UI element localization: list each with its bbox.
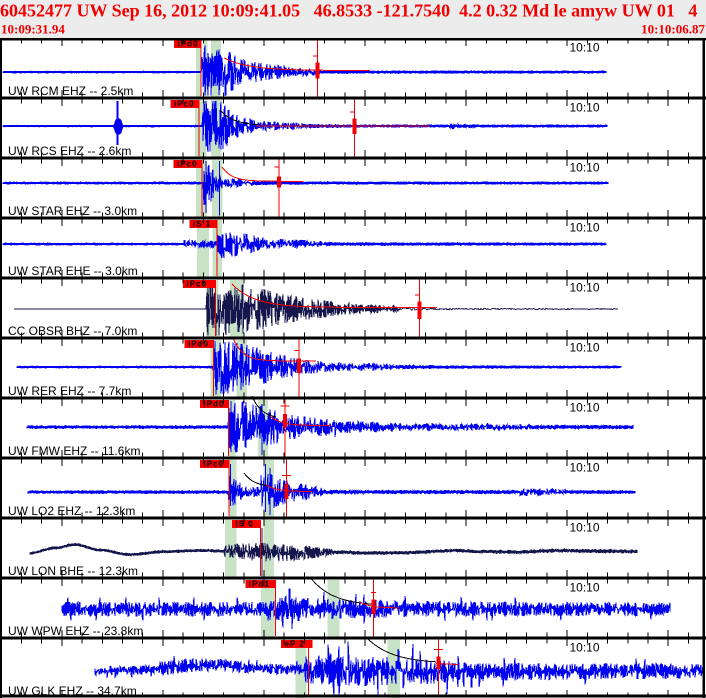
svg-text:UW RCM EHZ -- 2.5km: UW RCM EHZ -- 2.5km <box>8 84 133 98</box>
svg-text:iPc0: iPc0 <box>204 460 224 469</box>
svg-text:UW RCS EHZ -- 2.6km: UW RCS EHZ -- 2.6km <box>8 144 131 158</box>
svg-text:UW RER EHZ -- 7.7km: UW RER EHZ -- 7.7km <box>8 384 131 398</box>
svg-text:60452477 UW Sep 16, 2012 10:09: 60452477 UW Sep 16, 2012 10:09:41.05 46.… <box>0 1 697 21</box>
svg-text:iS 1: iS 1 <box>193 220 211 229</box>
svg-text:UW STAR EHZ -- 3.0km: UW STAR EHZ -- 3.0km <box>8 204 137 218</box>
svg-text:iPc0: iPc0 <box>177 160 197 169</box>
svg-text:UW GLK EHZ -- 34.7km: UW GLK EHZ -- 34.7km <box>8 684 137 698</box>
svg-text:iPd1: iPd1 <box>249 580 270 589</box>
svg-text:iPd0: iPd0 <box>178 40 199 49</box>
svg-text:UW LON BHE -- 12.3km: UW LON BHE -- 12.3km <box>8 564 138 578</box>
svg-text:10:10: 10:10 <box>570 281 600 295</box>
svg-text:UW WPW EHZ -- 23.8km: UW WPW EHZ -- 23.8km <box>8 624 143 638</box>
svg-text:UW LO2 EHZ -- 12.3km: UW LO2 EHZ -- 12.3km <box>8 504 135 518</box>
svg-text:iPc0: iPc0 <box>187 280 207 289</box>
svg-text:10:10: 10:10 <box>570 161 600 175</box>
svg-text:10:10: 10:10 <box>570 341 600 355</box>
svg-text:10:10: 10:10 <box>570 581 600 595</box>
svg-text:10:10: 10:10 <box>570 221 600 235</box>
svg-text:10:10: 10:10 <box>570 101 600 115</box>
svg-text:iPd0: iPd0 <box>188 340 209 349</box>
svg-text:iPc0: iPc0 <box>174 100 194 109</box>
svg-text:10:10: 10:10 <box>570 641 600 655</box>
svg-text:10:10: 10:10 <box>570 41 600 55</box>
svg-text:eP 2: eP 2 <box>285 640 305 649</box>
svg-text:UW STAR EHE -- 3.0km: UW STAR EHE -- 3.0km <box>8 264 138 278</box>
svg-text:UW FMW EHZ -- 11.6km: UW FMW EHZ -- 11.6km <box>8 444 140 458</box>
svg-text:iPd0: iPd0 <box>204 400 225 409</box>
svg-text:10:10: 10:10 <box>570 401 600 415</box>
svg-text:CC OBSR BHZ -- 7.0km: CC OBSR BHZ -- 7.0km <box>8 324 137 338</box>
svg-text:iS 0: iS 0 <box>236 520 254 529</box>
svg-text:10:09:31.94: 10:09:31.94 <box>1 22 65 37</box>
svg-text:10:10:06.87: 10:10:06.87 <box>641 22 705 37</box>
svg-text:10:10: 10:10 <box>570 461 600 475</box>
svg-text:10:10: 10:10 <box>570 521 600 535</box>
